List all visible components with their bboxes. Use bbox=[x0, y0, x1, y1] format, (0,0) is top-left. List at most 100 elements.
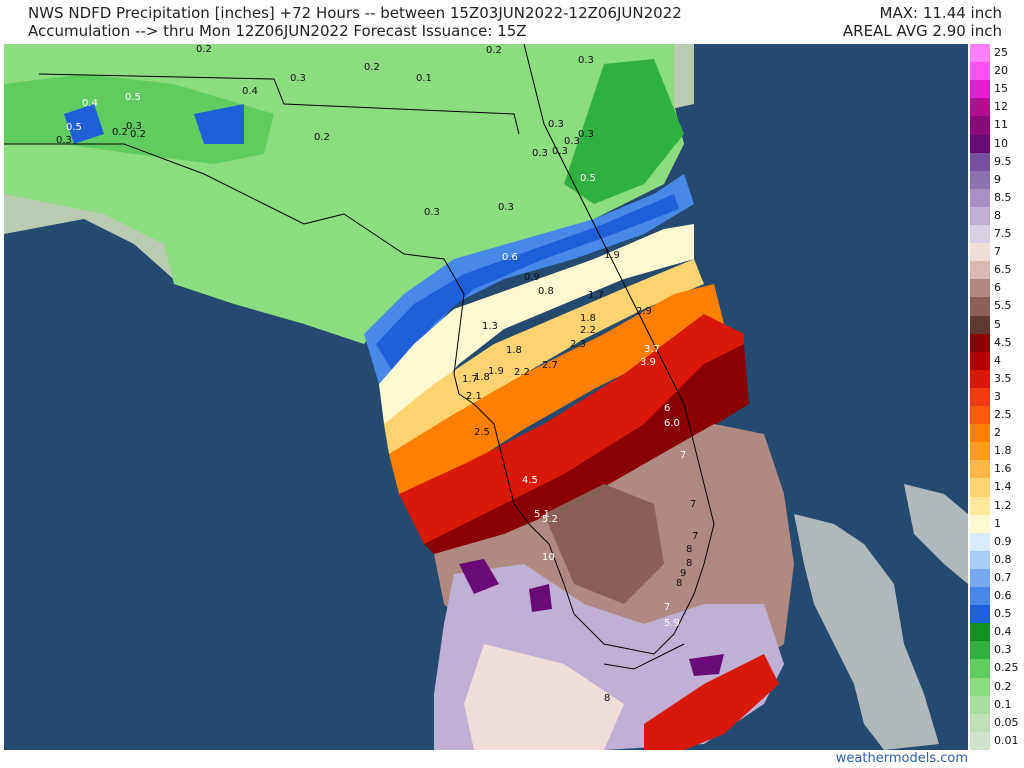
map-label: 0.9 bbox=[524, 272, 540, 283]
legend-row: 9.5 bbox=[968, 152, 1024, 171]
legend-row: 7 bbox=[968, 243, 1024, 262]
legend-row: 0.25 bbox=[968, 659, 1024, 678]
legend-swatch bbox=[970, 713, 990, 732]
legend-swatch bbox=[970, 605, 990, 624]
legend-row: 7.5 bbox=[968, 225, 1024, 244]
map-label: 1.8 bbox=[580, 313, 596, 324]
legend-row: 15 bbox=[968, 80, 1024, 99]
legend-row: 1 bbox=[968, 514, 1024, 533]
color-legend: 25 20 15 12 11 10 9.5 9 8.5 8 7.5 7 6.5 6 5.5 5 4.5 4 3.5 3… bbox=[968, 44, 1024, 750]
legend-row: 1.4 bbox=[968, 478, 1024, 497]
legend-swatch bbox=[970, 243, 990, 262]
map-label: 0.4 bbox=[242, 86, 258, 97]
zone-orange bbox=[389, 284, 724, 494]
legend-swatch bbox=[970, 550, 990, 569]
legend-swatch bbox=[970, 532, 990, 551]
map-label: 0.1 bbox=[416, 73, 432, 84]
legend-label: 0.05 bbox=[994, 715, 1019, 729]
map-label: 2.3 bbox=[570, 339, 586, 350]
max-value: MAX: 11.44 inch bbox=[879, 4, 1002, 22]
legend-label: 0.01 bbox=[994, 733, 1019, 747]
legend-row: 1.2 bbox=[968, 496, 1024, 515]
legend-row: 6 bbox=[968, 279, 1024, 298]
map-label: 2.1 bbox=[466, 391, 482, 402]
map-label: 0.2 bbox=[364, 62, 380, 73]
legend-row: 5.5 bbox=[968, 297, 1024, 316]
legend-row: 4 bbox=[968, 351, 1024, 370]
legend-row: 8.5 bbox=[968, 188, 1024, 207]
zone-red bbox=[399, 314, 744, 544]
areal-average: AREAL AVG 2.90 inch bbox=[842, 22, 1002, 40]
legend-label: 11 bbox=[994, 118, 1008, 132]
legend-swatch bbox=[970, 424, 990, 443]
legend-swatch bbox=[970, 315, 990, 334]
legend-swatch bbox=[970, 731, 990, 750]
map-label: 8 bbox=[686, 544, 692, 555]
legend-row: 0.01 bbox=[968, 731, 1024, 750]
map-label: 0.8 bbox=[538, 286, 554, 297]
legend-label: 0.8 bbox=[994, 552, 1012, 566]
legend-label: 0.25 bbox=[994, 661, 1019, 675]
map-label: 2.7 bbox=[542, 360, 558, 371]
legend-swatch bbox=[970, 677, 990, 696]
map-label: 7 bbox=[664, 602, 670, 613]
map-canvas: 0.2 0.2 0.3 0.3 0.2 0.1 0.4 0.5 0.4 0.5 … bbox=[4, 44, 968, 750]
legend-row: 0.9 bbox=[968, 532, 1024, 551]
legend-label: 3 bbox=[994, 389, 1001, 403]
map-label: 3.9 bbox=[640, 357, 656, 368]
legend-label: 4.5 bbox=[994, 335, 1012, 349]
legend-swatch bbox=[970, 206, 990, 226]
legend-swatch bbox=[970, 351, 990, 370]
map-label: 1.9 bbox=[604, 250, 620, 261]
zone-purple1 bbox=[459, 559, 499, 594]
legend-row: 20 bbox=[968, 62, 1024, 81]
legend-label: 0.7 bbox=[994, 570, 1012, 584]
legend-row: 9 bbox=[968, 170, 1024, 189]
map-label: 0.2 bbox=[130, 129, 146, 140]
map-label: 2.9 bbox=[636, 306, 652, 317]
legend-swatch bbox=[970, 225, 990, 244]
legend-label: 1.8 bbox=[994, 444, 1012, 458]
legend-swatch bbox=[970, 333, 990, 352]
zone-purple3 bbox=[689, 654, 724, 676]
map-label: 2.2 bbox=[580, 325, 596, 336]
legend-row: 2 bbox=[968, 424, 1024, 443]
legend-label: 8 bbox=[994, 208, 1001, 222]
legend-swatch bbox=[970, 514, 990, 533]
map-label: 1.9 bbox=[488, 366, 504, 377]
legend-swatch bbox=[970, 297, 990, 316]
legend-label: 1.2 bbox=[994, 498, 1012, 512]
legend-label: 6.5 bbox=[994, 263, 1012, 277]
map-label: 4.5 bbox=[522, 475, 538, 486]
legend-label: 4 bbox=[994, 353, 1001, 367]
map-label: 0.5 bbox=[66, 122, 82, 133]
legend-swatch bbox=[970, 98, 990, 117]
legend-label: 0.9 bbox=[994, 534, 1012, 548]
legend-label: 20 bbox=[994, 64, 1008, 78]
legend-row: 5 bbox=[968, 315, 1024, 334]
legend-swatch bbox=[970, 369, 990, 388]
legend-row: 10 bbox=[968, 134, 1024, 153]
legend-row: 2.5 bbox=[968, 406, 1024, 425]
map-label: 7 bbox=[680, 450, 686, 461]
legend-swatch bbox=[970, 44, 990, 63]
map-label: 2.2 bbox=[514, 367, 530, 378]
legend-swatch bbox=[970, 460, 990, 479]
legend-label: 7 bbox=[994, 245, 1001, 259]
legend-swatch bbox=[970, 478, 990, 497]
map-label: 6.0 bbox=[664, 418, 680, 429]
legend-swatch bbox=[970, 387, 990, 407]
map-label: 5.2 bbox=[542, 514, 558, 525]
legend-row: 25 bbox=[968, 44, 1024, 63]
legend-swatch bbox=[970, 496, 990, 515]
zone-purple2 bbox=[529, 584, 552, 612]
legend-label: 9.5 bbox=[994, 154, 1012, 168]
map-label: 0.6 bbox=[502, 252, 518, 263]
legend-label: 10 bbox=[994, 136, 1008, 150]
legend-swatch bbox=[970, 134, 990, 153]
map-label: 0.3 bbox=[498, 202, 514, 213]
map-label: 0.3 bbox=[290, 73, 306, 84]
map-label: 0.5 bbox=[580, 173, 596, 184]
map-label: 1.3 bbox=[482, 321, 498, 332]
legend-swatch bbox=[970, 659, 990, 678]
